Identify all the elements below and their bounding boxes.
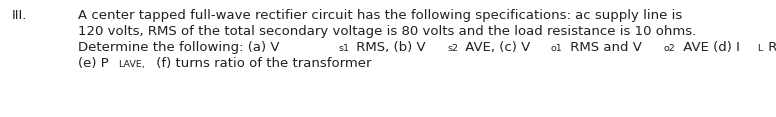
Text: L: L [757, 44, 763, 53]
Text: LAVE,: LAVE, [118, 60, 144, 69]
Text: Determine the following: (a) V: Determine the following: (a) V [78, 41, 279, 54]
Text: o1: o1 [551, 44, 563, 53]
Text: III.: III. [12, 9, 27, 22]
Text: (f) turns ratio of the transformer: (f) turns ratio of the transformer [152, 57, 372, 70]
Text: RMS,: RMS, [764, 41, 776, 54]
Text: (e) P: (e) P [78, 57, 109, 70]
Text: 120 volts, RMS of the total secondary voltage is 80 volts and the load resistanc: 120 volts, RMS of the total secondary vo… [78, 25, 696, 38]
Text: RMS and V: RMS and V [566, 41, 642, 54]
Text: A center tapped full-wave rectifier circuit has the following specifications: ac: A center tapped full-wave rectifier circ… [78, 9, 682, 22]
Text: s2: s2 [447, 44, 458, 53]
Text: o2: o2 [663, 44, 676, 53]
Text: RMS, (b) V: RMS, (b) V [352, 41, 426, 54]
Text: AVE (d) I: AVE (d) I [679, 41, 740, 54]
Text: s1: s1 [338, 44, 349, 53]
Text: AVE, (c) V: AVE, (c) V [462, 41, 531, 54]
